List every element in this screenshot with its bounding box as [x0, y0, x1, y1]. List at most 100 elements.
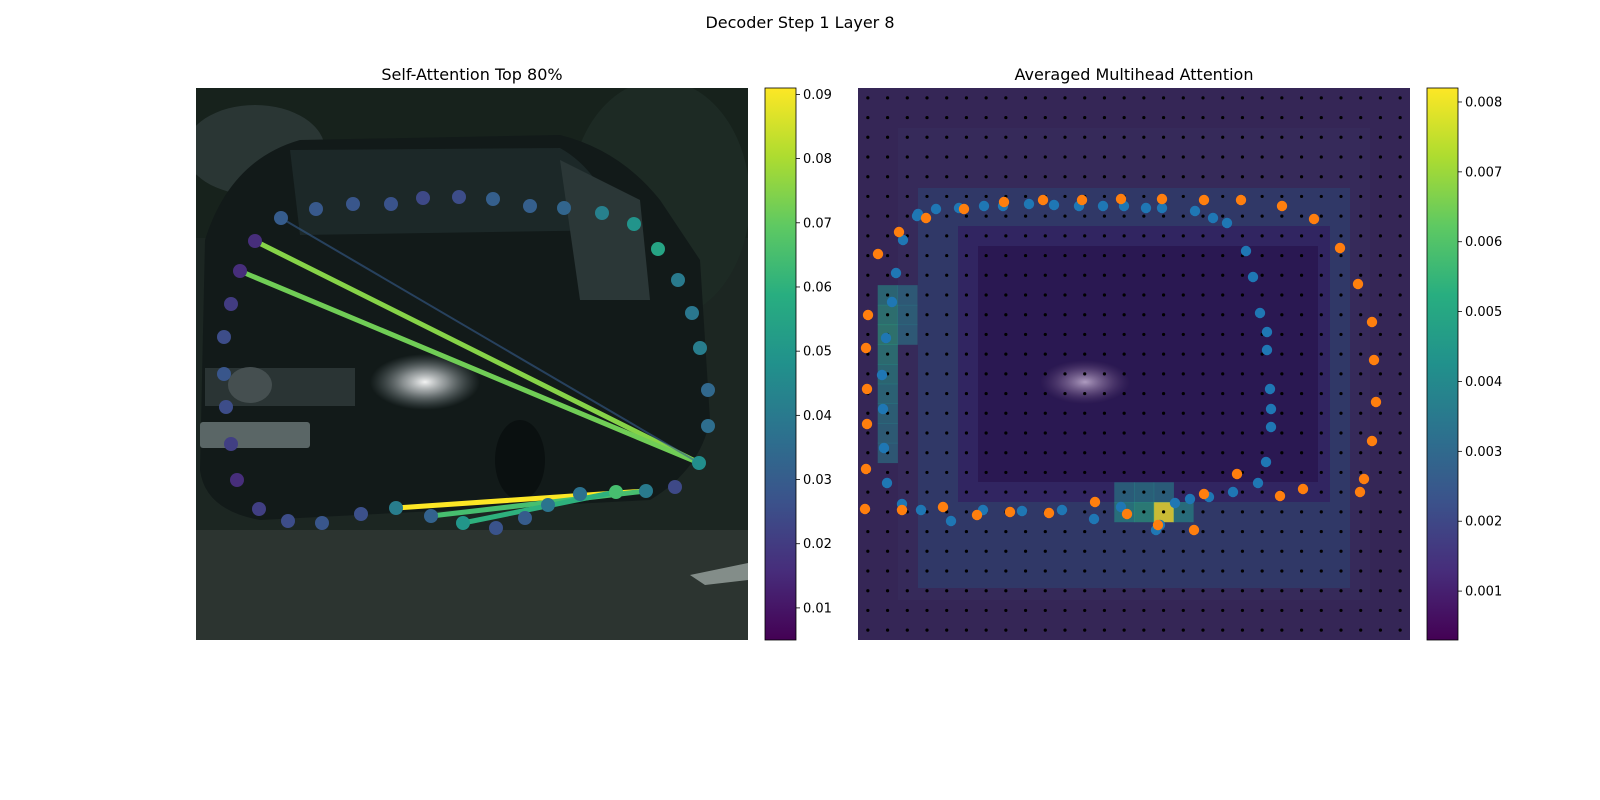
grid-dot — [945, 135, 949, 139]
grid-dot — [1398, 431, 1402, 435]
grid-dot — [1280, 115, 1284, 120]
grid-dot — [1299, 589, 1304, 593]
grid-dot — [1161, 529, 1166, 534]
grid-dot — [1181, 549, 1185, 553]
grid-dot — [1181, 569, 1185, 573]
grid-dot — [1161, 273, 1166, 277]
colorbar-tick-label: 0.07 — [803, 216, 832, 231]
grid-dot — [1339, 529, 1343, 534]
reference-point — [1221, 217, 1233, 229]
grid-dot — [1181, 234, 1185, 238]
grid-dot — [905, 608, 909, 613]
grid-dot — [1319, 293, 1323, 297]
grid-dot — [1378, 589, 1383, 593]
reference-point — [878, 442, 890, 454]
grid-dot — [1359, 372, 1363, 376]
grid-dot — [866, 589, 870, 593]
grid-dot — [1102, 253, 1107, 258]
grid-dot — [1398, 529, 1402, 534]
reference-point — [860, 463, 872, 475]
query-point — [309, 202, 323, 216]
grid-dot — [1378, 175, 1383, 179]
query-point — [346, 197, 360, 211]
grid-dot — [1378, 391, 1383, 396]
query-point — [281, 514, 295, 528]
grid-dot — [1378, 451, 1383, 455]
grid-dot — [1221, 175, 1225, 179]
grid-dot — [1359, 589, 1363, 593]
grid-dot — [984, 313, 988, 317]
grid-dot — [1043, 628, 1047, 632]
grid-dot — [1004, 115, 1008, 120]
grid-dot — [1043, 234, 1047, 238]
grid-dot — [1299, 510, 1304, 514]
reference-point — [1370, 396, 1382, 408]
grid-dot — [1102, 234, 1107, 238]
reference-point — [1189, 205, 1201, 217]
grid-dot — [1083, 411, 1087, 415]
grid-dot — [964, 628, 969, 632]
attention-edge — [280, 217, 700, 464]
grid-dot — [1063, 589, 1067, 593]
grid-dot — [1102, 608, 1107, 613]
grid-dot — [1023, 273, 1028, 277]
grid-dot — [945, 194, 949, 199]
grid-dot — [866, 155, 870, 159]
grid-dot — [1083, 608, 1087, 613]
grid-dot — [1319, 155, 1323, 159]
reference-point — [1156, 193, 1168, 205]
grid-dot — [1142, 352, 1146, 356]
grid-dot — [1221, 234, 1225, 238]
reference-point — [1334, 242, 1346, 254]
grid-dot — [1142, 155, 1146, 159]
grid-dot — [1142, 115, 1146, 120]
grid-dot — [1004, 411, 1008, 415]
grid-dot — [866, 549, 870, 553]
grid-dot — [1299, 431, 1304, 435]
grid-dot — [1339, 372, 1343, 376]
grid-dot — [1083, 175, 1087, 179]
grid-dot — [885, 470, 890, 475]
grid-dot — [1339, 313, 1343, 317]
grid-dot — [1398, 352, 1402, 356]
query-point — [248, 234, 262, 248]
grid-dot — [1359, 234, 1363, 238]
grid-dot — [1102, 451, 1107, 455]
grid-dot — [1063, 96, 1067, 100]
grid-dot — [1201, 234, 1205, 238]
grid-dot — [1378, 155, 1383, 159]
grid-dot — [1260, 253, 1264, 258]
grid-dot — [905, 490, 909, 494]
grid-dot — [925, 273, 929, 277]
grid-dot — [1398, 549, 1402, 553]
grid-dot — [1043, 352, 1047, 356]
grid-dot — [1260, 589, 1264, 593]
grid-dot — [1004, 313, 1008, 317]
grid-dot — [1240, 135, 1245, 139]
grid-dot — [1181, 313, 1185, 317]
grid-dot — [1122, 313, 1126, 317]
grid-dot — [1260, 194, 1264, 199]
grid-dot — [1142, 431, 1146, 435]
reference-points — [859, 193, 1382, 536]
attention-edge — [460, 489, 619, 526]
reference-point — [860, 342, 872, 354]
reference-point — [876, 369, 888, 381]
reference-point — [1265, 403, 1277, 415]
grid-dot — [1102, 273, 1107, 277]
grid-dot — [1043, 135, 1047, 139]
grid-dot — [964, 194, 969, 199]
grid-dot — [1260, 431, 1264, 435]
colorbar-tick-label: 0.008 — [1465, 95, 1502, 110]
grid-dot — [1161, 411, 1166, 415]
grid-dot — [1142, 529, 1146, 534]
grid-dot — [1359, 608, 1363, 613]
grid-dot — [1260, 549, 1264, 553]
colorbar-right: 0.001 0.002 0.003 0.004 0.005 0.006 0.007 0.008 — [1426, 87, 1502, 641]
grid-dot — [1319, 569, 1323, 573]
grid-dot — [1043, 451, 1047, 455]
reference-point — [1016, 505, 1028, 517]
grid-dot — [1083, 293, 1087, 297]
grid-dot — [1083, 332, 1087, 337]
grid-dot — [885, 135, 890, 139]
